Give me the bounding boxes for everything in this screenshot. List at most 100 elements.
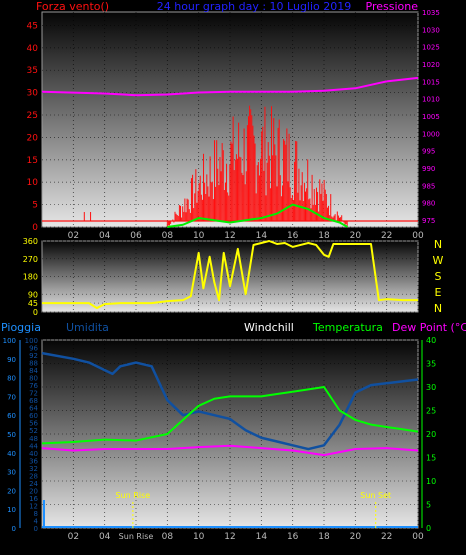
rain-tick-label: 40 — [29, 450, 38, 458]
wind-tick-label: 20 — [27, 133, 39, 143]
x-tick-label: 20 — [350, 231, 362, 241]
x-tick-label: 02 — [68, 231, 79, 241]
temperature-label: Temperatura — [312, 321, 383, 334]
pressure-line — [41, 76, 419, 97]
wind-tick-label: 25 — [27, 111, 38, 121]
wind-tick-label: 10 — [27, 178, 39, 188]
x-tick-label: 12 — [224, 231, 235, 241]
direction-tick-label: 180 — [23, 273, 38, 282]
sun-rise-label: Sun Rise — [116, 491, 151, 500]
direction-tick-label: 270 — [23, 255, 38, 264]
rain-tick-label: 16 — [29, 495, 38, 503]
rain-tick-label: 76 — [29, 382, 38, 390]
x-tick-label: 10 — [193, 231, 205, 241]
wind-tick-label: 45 — [27, 21, 38, 31]
rain-tick-label: 88 — [29, 360, 38, 368]
compass-label: E — [435, 286, 442, 299]
pressure-label: Pressione — [366, 0, 419, 13]
compass-label: W — [433, 254, 444, 267]
rain-tick-label: 56 — [29, 420, 38, 428]
rain-tick-label: 64 — [29, 405, 38, 413]
rain-tick-label: 8 — [34, 510, 38, 518]
chart-title: 24 hour graph day : 10 Luglio 2019 — [157, 0, 352, 13]
rain-tick-label: 60 — [29, 412, 38, 420]
rain-tick-label: 72 — [29, 390, 38, 398]
temperature-tick-label: 25 — [426, 407, 436, 416]
pressure-tick-label: 1010 — [422, 96, 440, 104]
rain-tick-label: 96 — [29, 345, 38, 353]
x-tick-label: 18 — [318, 231, 330, 241]
wind-tick-label: 5 — [32, 201, 38, 211]
humidity-tick-label: 50 — [7, 431, 16, 439]
avg-wind-line — [167, 203, 348, 228]
rain-tick-label: 12 — [29, 502, 38, 510]
humidity-tick-label: 100 — [3, 337, 16, 345]
humidity-tick-label: 80 — [7, 375, 16, 383]
x-tick-label: 08 — [162, 532, 174, 542]
x-tick-label: 22 — [381, 532, 392, 542]
pressure-tick-label: 1005 — [422, 113, 440, 121]
humidity-tick-label: 20 — [7, 487, 16, 495]
windchill-label: Windchill — [244, 321, 294, 334]
compass-label: N — [434, 238, 442, 251]
rain-tick-label: 4 — [34, 517, 39, 525]
x-tick-label: 08 — [162, 231, 174, 241]
direction-line — [42, 240, 418, 310]
humidity-axis-label: Umidita — [66, 321, 109, 334]
rain-tick-label: 52 — [29, 427, 38, 435]
temperature-tick-label: 20 — [426, 430, 436, 439]
pressure-tick-label: 980 — [422, 200, 435, 208]
temperature-tick-label: 40 — [426, 336, 436, 345]
wind-label: Forza vento() — [36, 0, 109, 13]
rain-tick-label: 28 — [29, 472, 38, 480]
humidity-tick-label: 70 — [7, 393, 16, 401]
x-tick-label: 16 — [287, 231, 299, 241]
x-tick-label: 20 — [350, 532, 362, 542]
pressure-tick-label: 1020 — [422, 61, 440, 69]
x-tick-label: 06 — [130, 231, 142, 241]
x-tick-label: Sun Rise — [119, 532, 154, 541]
humidity-tick-label: 60 — [7, 412, 16, 420]
wind-tick-label: 40 — [27, 44, 39, 54]
temperature-tick-label: 10 — [426, 477, 436, 486]
direction-tick-label: 0 — [33, 308, 38, 317]
humidity-tick-label: 30 — [7, 469, 16, 477]
temperature-tick-label: 5 — [426, 501, 431, 510]
x-tick-label: 04 — [99, 532, 111, 542]
x-tick-label: 22 — [381, 231, 392, 241]
x-tick-label: 14 — [256, 532, 268, 542]
temperature-tick-label: 15 — [426, 454, 436, 463]
pressure-tick-label: 990 — [422, 165, 435, 173]
wind-tick-label: 35 — [27, 66, 38, 76]
wind-tick-label: 15 — [27, 156, 38, 166]
rain-tick-label: 32 — [29, 465, 38, 473]
x-tick-label: 18 — [318, 532, 330, 542]
humidity-line — [41, 351, 419, 451]
x-tick-label: 14 — [256, 231, 268, 241]
rain-tick-label: 20 — [29, 487, 38, 495]
compass-label: N — [434, 302, 442, 315]
humidity-tick-label: 90 — [7, 356, 16, 364]
dewpoint-label: Dew Point (°C) — [392, 321, 466, 334]
wind-tick-label: 0 — [32, 223, 38, 233]
wind-tick-label: 30 — [27, 89, 39, 99]
compass-label: S — [435, 270, 442, 283]
temperature-tick-label: 0 — [426, 524, 431, 533]
rain-tick-label: 92 — [29, 352, 38, 360]
dewpoint-line — [41, 444, 419, 457]
rain-tick-label: 68 — [29, 397, 38, 405]
pressure-tick-label: 1030 — [422, 26, 440, 34]
direction-tick-label: 90 — [28, 290, 38, 299]
pressure-tick-label: 1025 — [422, 44, 440, 52]
rain-tick-label: 80 — [29, 375, 38, 383]
x-tick-label: 02 — [68, 532, 79, 542]
x-tick-label: 16 — [287, 532, 299, 542]
rain-tick-label: 36 — [29, 457, 38, 465]
temperature-line — [41, 386, 419, 445]
pressure-tick-label: 985 — [422, 182, 435, 190]
rain-tick-label: 84 — [29, 367, 38, 375]
rain-tick-label: 24 — [29, 480, 38, 488]
x-tick-label: 04 — [99, 231, 111, 241]
rain-tick-label: 48 — [29, 435, 38, 443]
